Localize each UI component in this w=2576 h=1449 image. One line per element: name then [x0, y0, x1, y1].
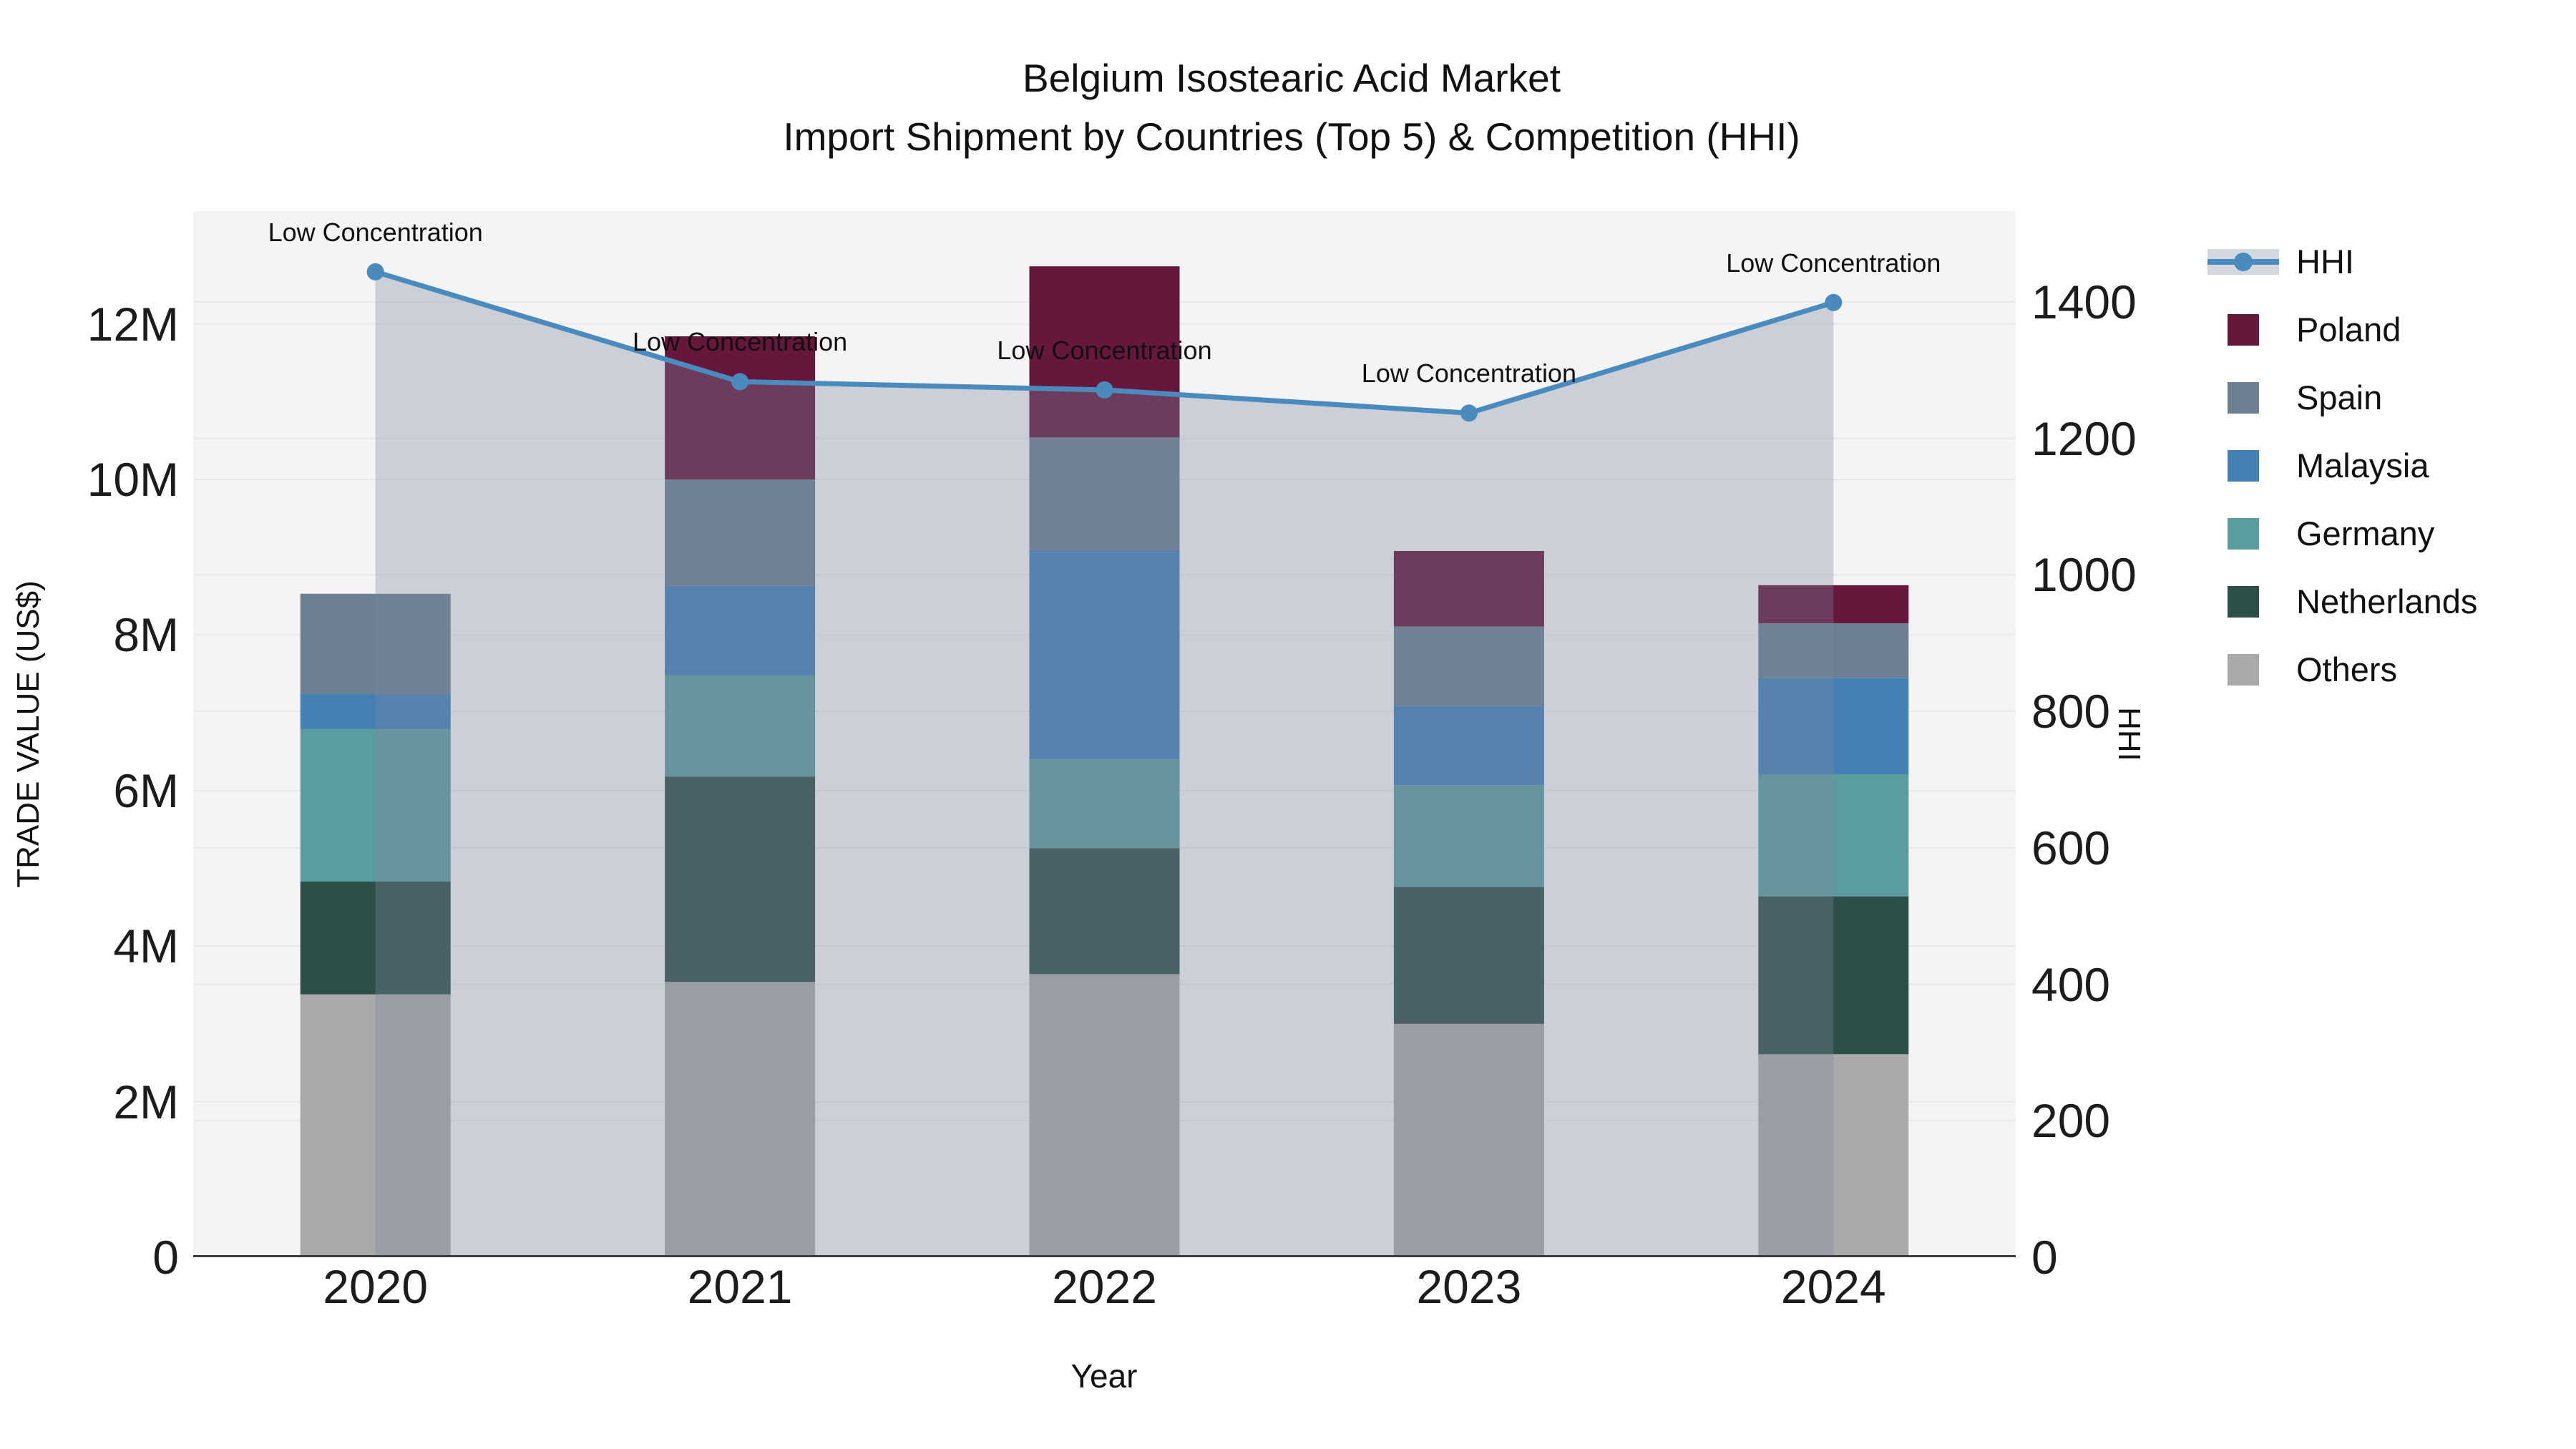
bar-2021-malaysia[interactable]: [665, 585, 816, 675]
hhi-marker-2021[interactable]: [731, 373, 749, 391]
swatch-icon-germany: [2228, 517, 2259, 550]
bar-2020-spain[interactable]: [300, 593, 451, 695]
y-tick-4M: 4M: [113, 919, 179, 973]
y-tick-0: 0: [152, 1231, 179, 1284]
bar-2022-spain[interactable]: [1029, 437, 1180, 550]
plot-area: Low Concentration Low Concentration Low Co…: [193, 211, 2016, 1257]
hhi-marker-2022[interactable]: [1096, 381, 1113, 399]
legend-label-germany: Germany: [2296, 514, 2435, 552]
x-tick-2021: 2021: [687, 1260, 793, 1313]
annotation-2023: Low Concentration: [1361, 358, 1576, 389]
legend-item-others[interactable]: Others: [2207, 635, 2477, 703]
annotation-2020: Low Concentration: [268, 217, 483, 247]
legend-color-swatch: [2207, 313, 2279, 346]
legend-item-spain[interactable]: Spain: [2207, 364, 2477, 431]
bar-2022-others[interactable]: [1029, 974, 1180, 1257]
y2-tick-0: 0: [2031, 1231, 2058, 1284]
legend-label-netherlands: Netherlands: [2296, 582, 2478, 620]
hhi-line-sample-icon: [2207, 248, 2279, 275]
bar-2021-spain[interactable]: [665, 479, 816, 586]
y2-tick-1000: 1000: [2031, 548, 2137, 602]
legend-item-germany[interactable]: Germany: [2207, 499, 2477, 567]
swatch-icon-spain: [2228, 381, 2259, 414]
legend-item-malaysia[interactable]: Malaysia: [2207, 431, 2477, 499]
bar-2022-poland[interactable]: [1029, 266, 1180, 438]
legend-item-hhi[interactable]: HHI: [2207, 228, 2477, 296]
chart-title-line1: Belgium Isostearic Acid Market: [1023, 56, 1561, 100]
swatch-icon-malaysia: [2228, 449, 2259, 482]
bar-2020-netherlands[interactable]: [300, 881, 451, 995]
y-tick-6M: 6M: [113, 763, 179, 817]
bar-2021-germany[interactable]: [665, 675, 816, 777]
annotation-2021: Low Concentration: [633, 327, 848, 357]
legend: HHI Poland Spain Malaysia Germany Netherlands…: [2207, 228, 2477, 703]
bar-2023-netherlands[interactable]: [1393, 887, 1544, 1024]
swatch-icon-poland: [2228, 313, 2259, 346]
bar-2021-poland[interactable]: [665, 336, 816, 480]
annotation-2022: Low Concentration: [997, 335, 1212, 365]
y2-axis-title: HHI: [2112, 707, 2147, 761]
y2-tick-400: 400: [2031, 957, 2111, 1011]
annotation-2024: Low Concentration: [1726, 248, 1941, 278]
bar-2021-netherlands[interactable]: [665, 776, 816, 982]
y-tick-10M: 10M: [87, 453, 179, 506]
swatch-icon-netherlands: [2228, 585, 2259, 618]
bar-2024-spain[interactable]: [1758, 623, 1909, 678]
legend-color-swatch: [2207, 653, 2279, 686]
bar-2023-germany[interactable]: [1393, 785, 1544, 887]
hhi-area-fill: [375, 271, 1834, 1257]
legend-label-poland: Poland: [2296, 311, 2401, 348]
legend-color-swatch: [2207, 517, 2279, 550]
legend-item-netherlands[interactable]: Netherlands: [2207, 567, 2477, 635]
x-tick-2020: 2020: [323, 1260, 429, 1313]
y-tick-8M: 8M: [113, 608, 179, 662]
y2-tick-1400: 1400: [2031, 275, 2137, 328]
legend-label-malaysia: Malaysia: [2296, 447, 2429, 484]
y-tick-2M: 2M: [113, 1075, 179, 1128]
legend-label-hhi: HHI: [2296, 243, 2354, 280]
bar-2023-others[interactable]: [1393, 1023, 1544, 1257]
plot-svg: [193, 263, 2016, 1257]
y2-tick-800: 800: [2031, 685, 2111, 738]
bar-2022-netherlands[interactable]: [1029, 848, 1180, 975]
bar-2024-netherlands[interactable]: [1758, 896, 1909, 1055]
bar-2022-malaysia[interactable]: [1029, 550, 1180, 760]
x-tick-2022: 2022: [1052, 1260, 1157, 1313]
bar-2020-germany[interactable]: [300, 728, 451, 882]
hhi-marker-2023[interactable]: [1460, 404, 1478, 422]
x-axis-title: Year: [1070, 1357, 1138, 1395]
bar-2021-others[interactable]: [665, 982, 816, 1257]
bar-2020-malaysia[interactable]: [300, 694, 451, 729]
legend-color-swatch: [2207, 585, 2279, 618]
chart-title: Belgium Isostearic Acid Market Import Sh…: [783, 49, 1800, 166]
swatch-icon-others: [2228, 653, 2259, 686]
y2-tick-1200: 1200: [2031, 411, 2137, 465]
bar-2023-poland[interactable]: [1393, 551, 1544, 627]
legend-hhi-line-swatch: [2207, 248, 2279, 275]
bar-2024-germany[interactable]: [1758, 774, 1909, 897]
bar-2020-others[interactable]: [300, 994, 451, 1257]
bar-2024-poland[interactable]: [1758, 585, 1909, 624]
hhi-marker-2020[interactable]: [366, 263, 384, 280]
y-tick-12M: 12M: [87, 297, 179, 351]
x-tick-2024: 2024: [1780, 1260, 1886, 1313]
bar-2023-spain[interactable]: [1393, 626, 1544, 706]
y2-tick-200: 200: [2031, 1094, 2111, 1148]
legend-item-poland[interactable]: Poland: [2207, 296, 2477, 364]
x-tick-2023: 2023: [1416, 1260, 1522, 1313]
bar-2024-others[interactable]: [1758, 1054, 1909, 1257]
bar-2023-malaysia[interactable]: [1393, 706, 1544, 786]
chart-title-line2: Import Shipment by Countries (Top 5) & C…: [783, 114, 1800, 159]
legend-label-others: Others: [2296, 650, 2398, 688]
hhi-marker-2024[interactable]: [1825, 293, 1843, 311]
legend-color-swatch: [2207, 381, 2279, 414]
legend-color-swatch: [2207, 449, 2279, 482]
bar-2022-germany[interactable]: [1029, 759, 1180, 849]
legend-label-spain: Spain: [2296, 379, 2383, 416]
y2-tick-600: 600: [2031, 821, 2111, 874]
bar-2024-malaysia[interactable]: [1758, 678, 1909, 774]
